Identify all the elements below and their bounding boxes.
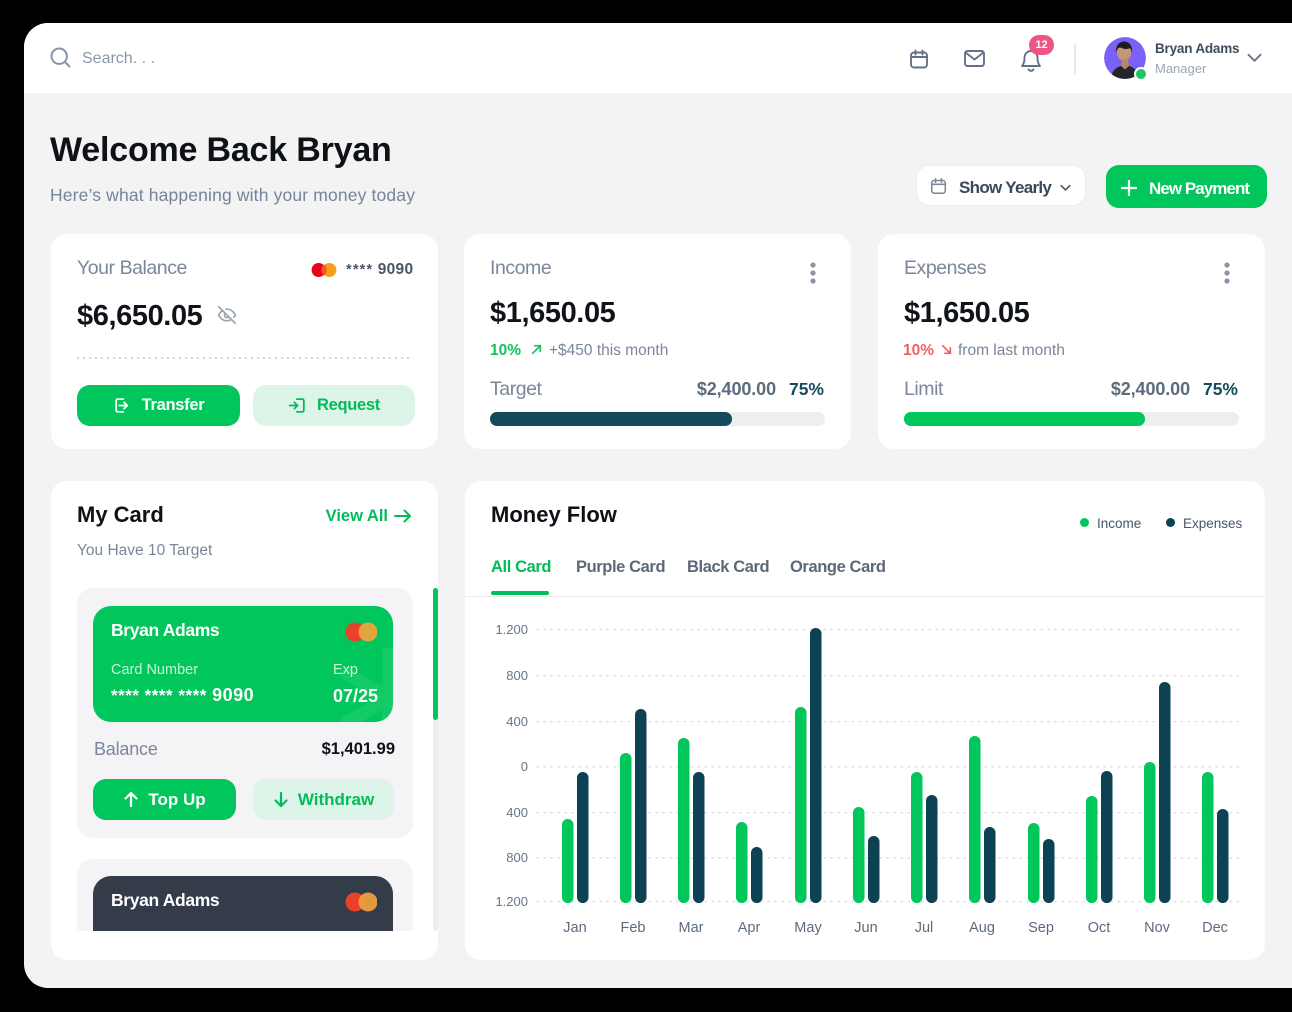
svg-text:Mar: Mar	[679, 920, 704, 936]
svg-text:May: May	[794, 920, 822, 936]
svg-text:Nov: Nov	[1144, 920, 1171, 936]
svg-text:Sep: Sep	[1028, 920, 1054, 936]
svg-text:Oct: Oct	[1088, 920, 1111, 936]
svg-text:800: 800	[506, 668, 528, 683]
svg-text:1.200: 1.200	[495, 894, 528, 909]
svg-text:Aug: Aug	[969, 920, 995, 936]
svg-text:0: 0	[521, 759, 528, 774]
svg-text:400: 400	[506, 805, 528, 820]
svg-text:Jun: Jun	[854, 920, 877, 936]
svg-text:1.200: 1.200	[495, 622, 528, 637]
svg-text:Dec: Dec	[1202, 920, 1228, 936]
svg-text:800: 800	[506, 850, 528, 865]
svg-text:Jan: Jan	[563, 920, 586, 936]
svg-text:Apr: Apr	[738, 920, 761, 936]
svg-text:Feb: Feb	[621, 920, 646, 936]
svg-text:400: 400	[506, 714, 528, 729]
svg-text:Jul: Jul	[915, 920, 934, 936]
